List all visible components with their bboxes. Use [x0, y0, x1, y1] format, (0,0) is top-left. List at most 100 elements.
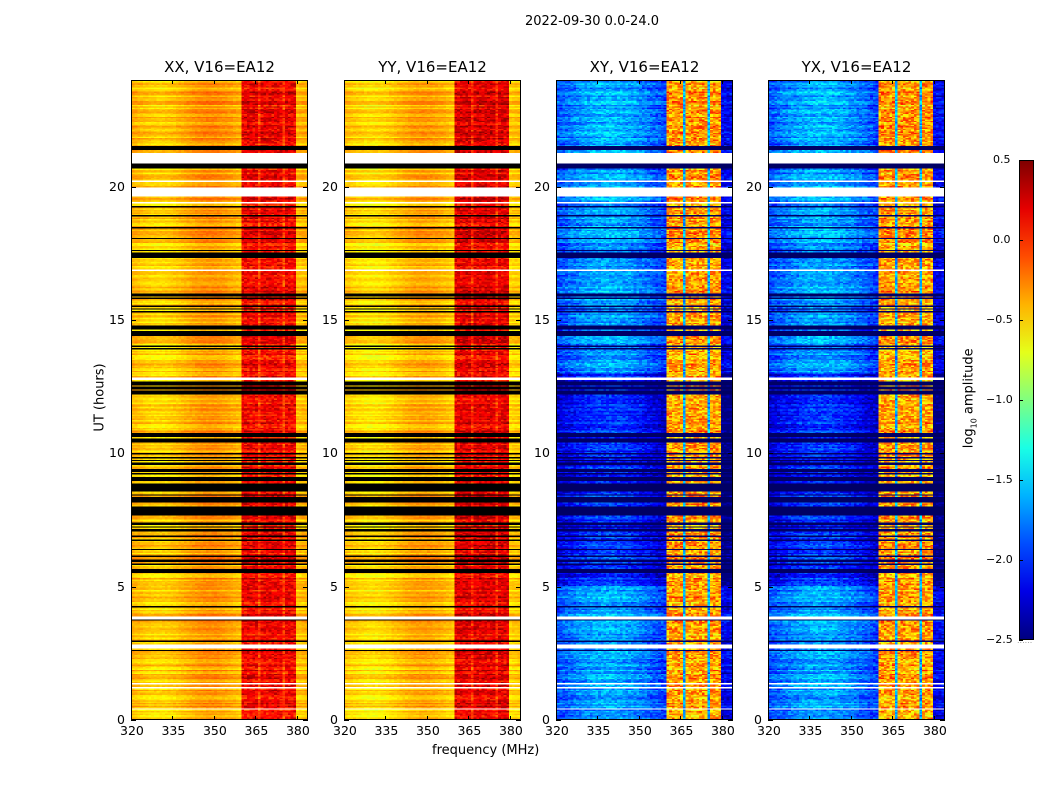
panel-title: XX, V16=EA12 — [164, 58, 275, 76]
colorbar-tick-mark — [1019, 320, 1023, 321]
colorbar-tick-mark — [1019, 480, 1023, 481]
colorbar-tick-mark — [1019, 240, 1023, 241]
x-tick-mark — [850, 80, 852, 84]
x-tick-mark — [892, 80, 894, 84]
x-tick-mark — [597, 716, 599, 720]
panel-title: YY, V16=EA12 — [378, 58, 487, 76]
y-tick-mark — [344, 320, 349, 321]
y-tick-mark — [303, 720, 308, 721]
y-tick-mark — [344, 720, 349, 721]
y-tick-mark — [728, 186, 733, 188]
x-tick-mark — [344, 80, 345, 84]
x-tick-label: 350 — [202, 723, 227, 738]
y-tick-mark — [303, 186, 308, 188]
y-tick-mark — [131, 453, 136, 455]
y-tick-mark — [940, 586, 945, 588]
x-tick-label: 320 — [120, 723, 144, 738]
x-tick-mark — [850, 716, 852, 720]
x-tick-mark — [296, 716, 298, 720]
y-tick-mark — [131, 320, 136, 321]
y-tick-label: 15 — [746, 312, 762, 327]
y-tick-label: 0 — [330, 712, 338, 727]
y-tick-label: 20 — [322, 178, 338, 194]
colorbar-label: log10 amplitude — [961, 348, 979, 449]
heatmap-panel-yx — [768, 80, 945, 720]
y-tick-label: 5 — [542, 578, 550, 594]
colorbar-tick-label: −2.5 — [986, 633, 1013, 646]
y-tick-mark — [344, 453, 349, 455]
x-tick-mark — [768, 716, 769, 720]
heatmap-cells — [557, 81, 732, 719]
y-tick-mark — [516, 320, 521, 321]
x-tick-mark — [509, 716, 511, 720]
x-tick-label: 380 — [710, 723, 735, 738]
y-tick-mark — [768, 720, 773, 721]
y-tick-mark — [728, 720, 733, 721]
x-tick-label: 335 — [161, 723, 186, 738]
x-tick-mark — [680, 80, 682, 84]
y-tick-mark — [940, 186, 945, 188]
x-tick-mark — [296, 80, 298, 84]
y-tick-label: 15 — [109, 312, 125, 327]
y-tick-mark — [303, 320, 308, 321]
x-tick-mark — [172, 80, 174, 84]
y-tick-mark — [131, 586, 136, 588]
x-tick-mark — [933, 716, 935, 720]
x-tick-mark — [344, 716, 345, 720]
y-tick-label: 5 — [117, 578, 125, 594]
y-tick-mark — [768, 320, 773, 321]
x-tick-label: 380 — [498, 723, 523, 738]
y-tick-mark — [940, 720, 945, 721]
x-tick-mark — [131, 80, 132, 84]
x-tick-mark — [680, 716, 682, 720]
y-tick-mark — [940, 320, 945, 321]
y-tick-label: 20 — [534, 178, 550, 194]
x-tick-label: 365 — [244, 723, 269, 738]
x-tick-label: 320 — [545, 723, 569, 738]
y-tick-mark — [556, 453, 561, 455]
colorbar-tick-label: 0.5 — [993, 153, 1011, 166]
x-tick-label: 365 — [457, 723, 482, 738]
y-tick-label: 20 — [109, 178, 125, 194]
x-tick-label: 380 — [922, 723, 947, 738]
x-tick-label: 350 — [627, 723, 652, 738]
y-tick-mark — [768, 453, 773, 455]
y-tick-label: 10 — [109, 445, 125, 461]
x-tick-mark — [255, 80, 257, 84]
colorbar-tick-label: −1.5 — [986, 473, 1013, 486]
x-tick-mark — [597, 80, 599, 84]
colorbar-tick-mark — [1019, 640, 1023, 641]
x-tick-label: 365 — [881, 723, 906, 738]
x-tick-mark — [638, 716, 640, 720]
x-tick-label: 335 — [586, 723, 611, 738]
y-tick-mark — [516, 720, 521, 721]
panel-title: YX, V16=EA12 — [801, 58, 912, 76]
y-tick-mark — [303, 586, 308, 588]
x-tick-mark — [468, 716, 470, 720]
x-tick-mark — [509, 80, 511, 84]
x-tick-label: 365 — [669, 723, 694, 738]
y-tick-mark — [344, 186, 349, 188]
x-tick-label: 350 — [839, 723, 864, 738]
heatmap-cells — [769, 81, 944, 719]
y-tick-mark — [516, 453, 521, 455]
x-tick-mark — [768, 80, 769, 84]
colorbar-tick-mark — [1019, 400, 1023, 401]
x-tick-mark — [892, 716, 894, 720]
x-tick-label: 335 — [374, 723, 399, 738]
figure-title: 2022-09-30 0.0-24.0 — [525, 14, 659, 29]
y-tick-mark — [768, 586, 773, 588]
y-tick-mark — [556, 186, 561, 188]
y-tick-mark — [556, 586, 561, 588]
x-tick-label: 320 — [757, 723, 781, 738]
x-tick-mark — [385, 716, 387, 720]
x-tick-mark — [809, 80, 811, 84]
heatmap-panel-yy — [344, 80, 521, 720]
y-tick-label: 0 — [542, 712, 550, 727]
y-tick-mark — [131, 186, 136, 188]
colorbar-tick-label: −2.0 — [986, 553, 1013, 566]
y-tick-label: 0 — [117, 712, 125, 727]
y-tick-label: 0 — [754, 712, 762, 727]
y-tick-mark — [556, 320, 561, 321]
